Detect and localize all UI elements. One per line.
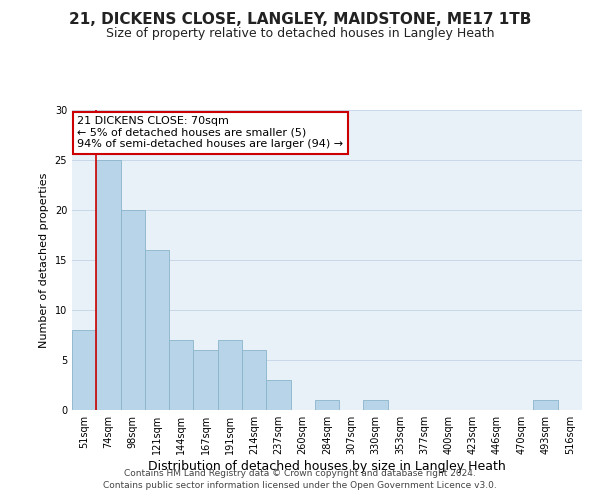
Text: 21 DICKENS CLOSE: 70sqm
← 5% of detached houses are smaller (5)
94% of semi-deta: 21 DICKENS CLOSE: 70sqm ← 5% of detached… [77,116,343,149]
Bar [72,330,96,410]
Bar [364,400,388,410]
Bar [96,160,121,410]
Bar [121,210,145,410]
Bar [315,400,339,410]
Bar [145,250,169,410]
Text: Contains HM Land Registry data © Crown copyright and database right 2024.: Contains HM Land Registry data © Crown c… [124,468,476,477]
Bar [218,340,242,410]
Text: Contains public sector information licensed under the Open Government Licence v3: Contains public sector information licen… [103,481,497,490]
X-axis label: Distribution of detached houses by size in Langley Heath: Distribution of detached houses by size … [148,460,506,473]
Text: Size of property relative to detached houses in Langley Heath: Size of property relative to detached ho… [106,28,494,40]
Text: 21, DICKENS CLOSE, LANGLEY, MAIDSTONE, ME17 1TB: 21, DICKENS CLOSE, LANGLEY, MAIDSTONE, M… [69,12,531,28]
Y-axis label: Number of detached properties: Number of detached properties [39,172,49,348]
Bar [533,400,558,410]
Bar [266,380,290,410]
Bar [169,340,193,410]
Bar [242,350,266,410]
Bar [193,350,218,410]
